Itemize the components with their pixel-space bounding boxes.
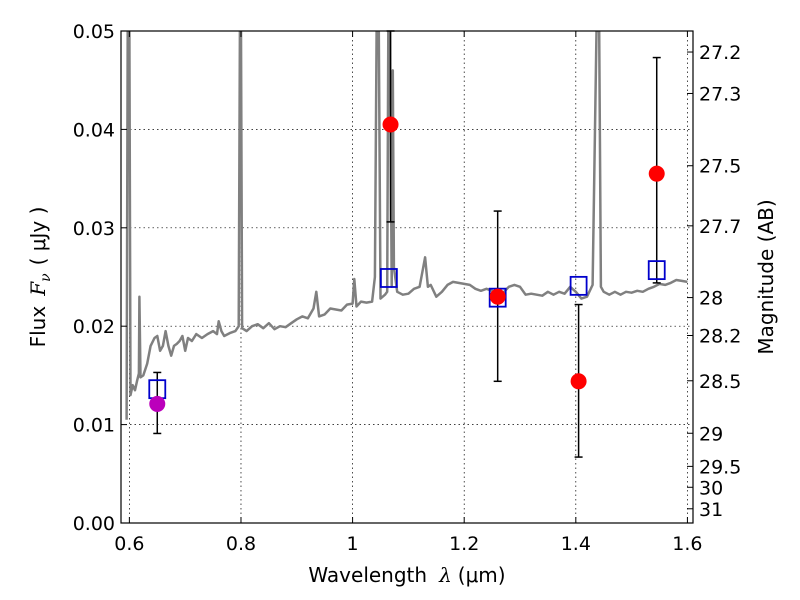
model-photometry-marker <box>569 275 588 296</box>
observed-flux-point <box>149 395 166 412</box>
observed-flux-point <box>648 165 665 182</box>
y-tick-label: 0.00 <box>73 513 115 535</box>
magnitude-tick-label: 27.2 <box>699 42 741 64</box>
model-photometry-marker <box>379 268 398 288</box>
observed-flux-point <box>382 116 399 133</box>
y-axis-label: FluxFν( μJy ) <box>26 207 54 348</box>
magnitude-tick-label: 28.2 <box>699 326 741 348</box>
y-tick-label: 0.04 <box>73 119 115 141</box>
magnitude-tick-label: 27.3 <box>699 83 741 105</box>
x-tick-label: 0.6 <box>114 533 144 555</box>
plot-frame <box>120 30 694 524</box>
x-tick-label: 1.6 <box>672 533 702 555</box>
magnitude-tick-label: 28.5 <box>699 371 741 393</box>
x-axis-label: Wavelength λ (μm) <box>308 563 505 587</box>
magnitude-axis-label: Magnitude (AB) <box>754 199 778 354</box>
x-tick-label: 1.4 <box>561 533 591 555</box>
magnitude-tick-label: 29 <box>699 423 723 445</box>
x-tick-label: 1 <box>347 533 359 555</box>
spectrum-line <box>125 31 688 420</box>
observed-flux-point <box>570 373 587 390</box>
magnitude-tick-label: 27.5 <box>699 156 741 178</box>
magnitude-tick-label: 30 <box>699 477 723 499</box>
magnitude-tick-label: 31 <box>699 499 723 521</box>
magnitude-tick-label: 28 <box>699 288 723 310</box>
magnitude-tick-label: 29.5 <box>699 456 741 478</box>
y-tick-label: 0.01 <box>73 415 115 437</box>
magnitude-tick-label: 27.7 <box>699 216 741 238</box>
model-photometry-marker <box>647 260 666 281</box>
spectrum-series <box>125 31 688 420</box>
y-tick-label: 0.02 <box>73 316 115 338</box>
y-tick-label: 0.05 <box>73 21 115 43</box>
observed-flux-point <box>489 288 506 305</box>
y-axis-ticks: 0.00 0.01 0.02 0.03 0.04 0.05 <box>73 21 127 535</box>
x-tick-label: 0.8 <box>226 533 256 555</box>
model-photometry-marker <box>488 287 507 308</box>
y-tick-label: 0.03 <box>73 218 115 240</box>
x-tick-label: 1.2 <box>449 533 479 555</box>
x-axis-ticks: 0.6 0.8 1 1.2 1.4 1.6 <box>114 31 703 555</box>
